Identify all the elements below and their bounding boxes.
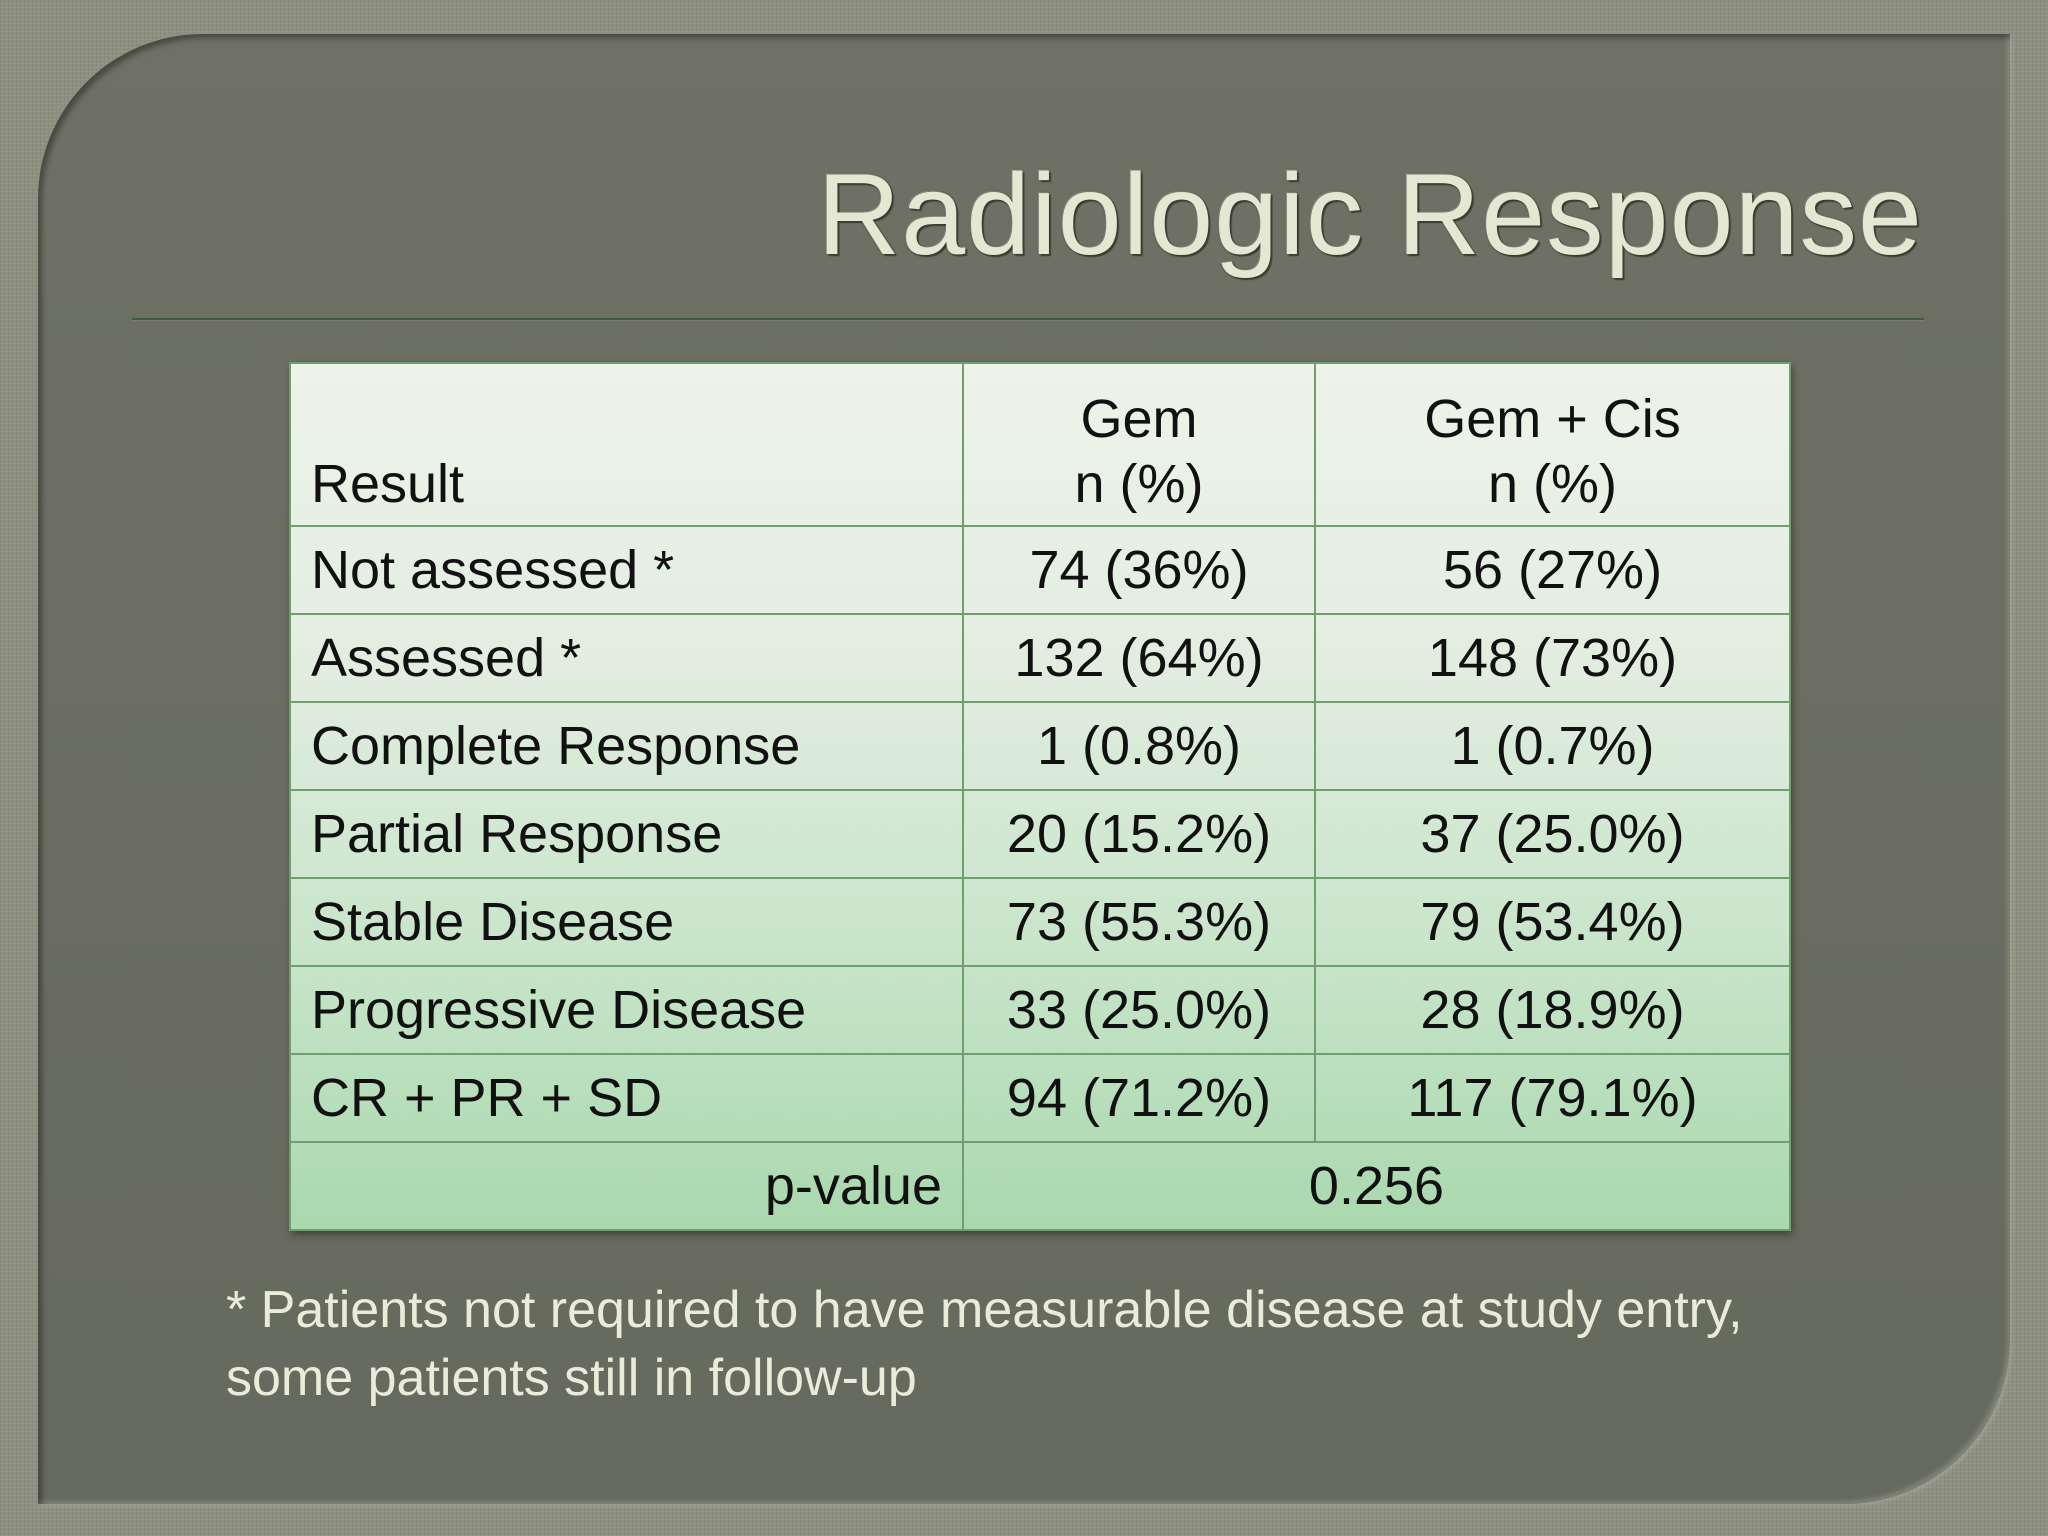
table-row: Partial Response 20 (15.2%) 37 (25.0%) <box>289 789 1791 879</box>
gem-value: 20 (15.2%) <box>962 789 1316 879</box>
gem-value: 132 (64%) <box>962 613 1316 703</box>
gem-value: 74 (36%) <box>962 525 1316 615</box>
gemcis-value: 28 (18.9%) <box>1314 965 1791 1055</box>
gemcis-value: 79 (53.4%) <box>1314 877 1791 967</box>
gem-value: 1 (0.8%) <box>962 701 1316 791</box>
gemcis-value: 148 (73%) <box>1314 613 1791 703</box>
footnote-line-2: some patients still in follow-up <box>226 1349 917 1407</box>
table-row: Progressive Disease 33 (25.0%) 28 (18.9%… <box>289 965 1791 1055</box>
gemcis-value: 117 (79.1%) <box>1314 1053 1791 1143</box>
radiologic-response-table: Result Gem n (%) Gem + Cis n (%) Not ass… <box>289 362 1791 1231</box>
table-header-row: Result Gem n (%) Gem + Cis n (%) <box>289 362 1791 527</box>
row-label: Not assessed * <box>289 525 964 615</box>
table-row: CR + PR + SD 94 (71.2%) 117 (79.1%) <box>289 1053 1791 1143</box>
table-row: Not assessed * 74 (36%) 56 (27%) <box>289 525 1791 615</box>
row-label: CR + PR + SD <box>289 1053 964 1143</box>
header-gem-unit: n (%) <box>1074 454 1204 515</box>
header-gemcis-name: Gem + Cis <box>1424 389 1681 450</box>
table-row: Assessed * 132 (64%) 148 (73%) <box>289 613 1791 703</box>
header-result-label: Result <box>311 454 465 515</box>
pvalue-value: 0.256 <box>962 1141 1791 1231</box>
row-label: Complete Response <box>289 701 964 791</box>
table-row: Stable Disease 73 (55.3%) 79 (53.4%) <box>289 877 1791 967</box>
header-gem: Gem n (%) <box>962 362 1316 527</box>
gem-value: 33 (25.0%) <box>962 965 1316 1055</box>
footnote: * Patients not required to have measurab… <box>226 1276 1743 1412</box>
pvalue-row: p-value 0.256 <box>289 1141 1791 1231</box>
row-label: Progressive Disease <box>289 965 964 1055</box>
header-gemcis: Gem + Cis n (%) <box>1314 362 1791 527</box>
gem-value: 94 (71.2%) <box>962 1053 1316 1143</box>
title-divider <box>132 318 1924 320</box>
results-table-container: Result Gem n (%) Gem + Cis n (%) Not ass… <box>289 362 1791 1231</box>
gem-value: 73 (55.3%) <box>962 877 1316 967</box>
slide-title: Radiologic Response <box>817 151 1923 279</box>
header-gem-name: Gem <box>1080 389 1198 450</box>
gemcis-value: 56 (27%) <box>1314 525 1791 615</box>
row-label: Stable Disease <box>289 877 964 967</box>
header-gemcis-unit: n (%) <box>1487 454 1617 515</box>
row-label: Partial Response <box>289 789 964 879</box>
table-row: Complete Response 1 (0.8%) 1 (0.7%) <box>289 701 1791 791</box>
row-label: Assessed * <box>289 613 964 703</box>
header-result: Result <box>289 362 964 527</box>
footnote-line-1: * Patients not required to have measurab… <box>226 1281 1743 1339</box>
pvalue-label: p-value <box>289 1141 964 1231</box>
gemcis-value: 1 (0.7%) <box>1314 701 1791 791</box>
gemcis-value: 37 (25.0%) <box>1314 789 1791 879</box>
